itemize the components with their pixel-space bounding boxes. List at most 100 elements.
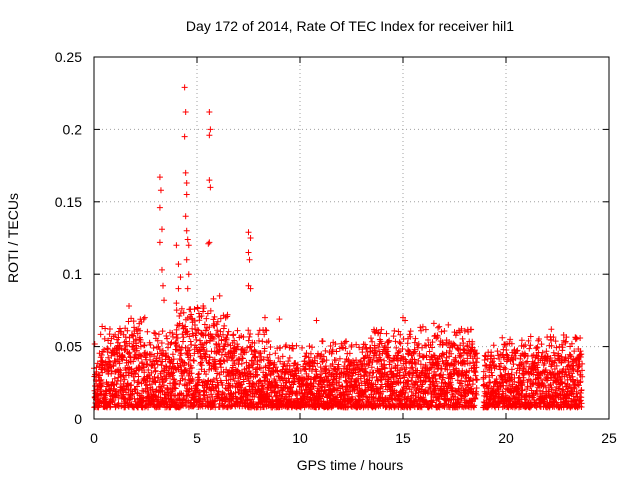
- data-point: [394, 362, 401, 369]
- data-point: [371, 342, 378, 349]
- data-point: [260, 356, 267, 363]
- data-point: [309, 344, 316, 351]
- data-point: [174, 335, 181, 342]
- data-point: [131, 377, 138, 384]
- data-point: [187, 338, 194, 345]
- data-point: [397, 331, 404, 338]
- data-point: [488, 349, 495, 356]
- data-point: [98, 376, 105, 383]
- data-point: [206, 132, 213, 139]
- data-point: [265, 362, 272, 369]
- data-point: [184, 236, 191, 243]
- data-point: [343, 379, 350, 386]
- data-point: [518, 391, 525, 398]
- data-point: [574, 367, 581, 374]
- data-point: [514, 386, 521, 393]
- data-point: [281, 361, 288, 368]
- data-point: [125, 350, 132, 357]
- data-point: [303, 361, 310, 368]
- data-point: [406, 348, 413, 355]
- data-point: [144, 328, 151, 335]
- data-point: [94, 403, 101, 410]
- data-point: [196, 337, 203, 344]
- data-point: [427, 364, 434, 371]
- data-point: [543, 348, 550, 355]
- data-point: [409, 364, 416, 371]
- data-point: [433, 335, 440, 342]
- data-point: [482, 372, 489, 379]
- data-point: [158, 266, 165, 273]
- data-point: [385, 344, 392, 351]
- data-point: [353, 357, 360, 364]
- data-point: [254, 372, 261, 379]
- data-point: [224, 311, 231, 318]
- data-point: [346, 369, 353, 376]
- data-point: [315, 404, 322, 411]
- data-point: [401, 374, 408, 381]
- y-tick-label: 0.1: [63, 266, 83, 282]
- data-point: [550, 349, 557, 356]
- data-point: [448, 350, 455, 357]
- data-point: [521, 364, 528, 371]
- data-point: [474, 376, 481, 383]
- data-point: [383, 330, 390, 337]
- data-point: [194, 381, 201, 388]
- data-point: [456, 329, 463, 336]
- data-point: [285, 358, 292, 365]
- data-point: [160, 382, 167, 389]
- data-point: [172, 365, 179, 372]
- data-point: [556, 385, 563, 392]
- data-point: [144, 361, 151, 368]
- data-point: [137, 343, 144, 350]
- data-point: [497, 360, 504, 367]
- data-point: [307, 350, 314, 357]
- data-point: [535, 336, 542, 343]
- data-point: [175, 285, 182, 292]
- data-point: [283, 342, 290, 349]
- data-point: [125, 318, 132, 325]
- data-point: [524, 358, 531, 365]
- data-point: [255, 331, 262, 338]
- data-point: [181, 359, 188, 366]
- data-point: [271, 377, 278, 384]
- data-point: [426, 348, 433, 355]
- data-point: [341, 339, 348, 346]
- data-point: [128, 315, 135, 322]
- data-point: [541, 360, 548, 367]
- data-point: [126, 349, 133, 356]
- data-point: [407, 333, 414, 340]
- data-point: [323, 357, 330, 364]
- data-point: [167, 359, 174, 366]
- data-point: [254, 361, 261, 368]
- data-point: [430, 379, 437, 386]
- data-point: [211, 313, 218, 320]
- data-point: [282, 343, 289, 350]
- data-point: [156, 346, 163, 353]
- data-point: [91, 341, 98, 348]
- data-point: [261, 345, 268, 352]
- data-point: [569, 365, 576, 372]
- data-point: [107, 404, 114, 411]
- data-point: [274, 367, 281, 374]
- data-point: [203, 339, 210, 346]
- data-point: [568, 340, 575, 347]
- data-point: [186, 333, 193, 340]
- data-point: [181, 360, 188, 367]
- data-point: [508, 340, 515, 347]
- data-point: [139, 359, 146, 366]
- data-point: [217, 328, 224, 335]
- data-point: [414, 367, 421, 374]
- data-point: [164, 335, 171, 342]
- data-point: [335, 365, 342, 372]
- data-point: [405, 378, 412, 385]
- data-point: [188, 341, 195, 348]
- data-point: [440, 371, 447, 378]
- data-point: [163, 353, 170, 360]
- data-point: [223, 377, 230, 384]
- data-point: [169, 351, 176, 358]
- data-point: [363, 393, 370, 400]
- data-point: [463, 368, 470, 375]
- data-point: [551, 366, 558, 373]
- data-point: [502, 365, 509, 372]
- data-point: [197, 360, 204, 367]
